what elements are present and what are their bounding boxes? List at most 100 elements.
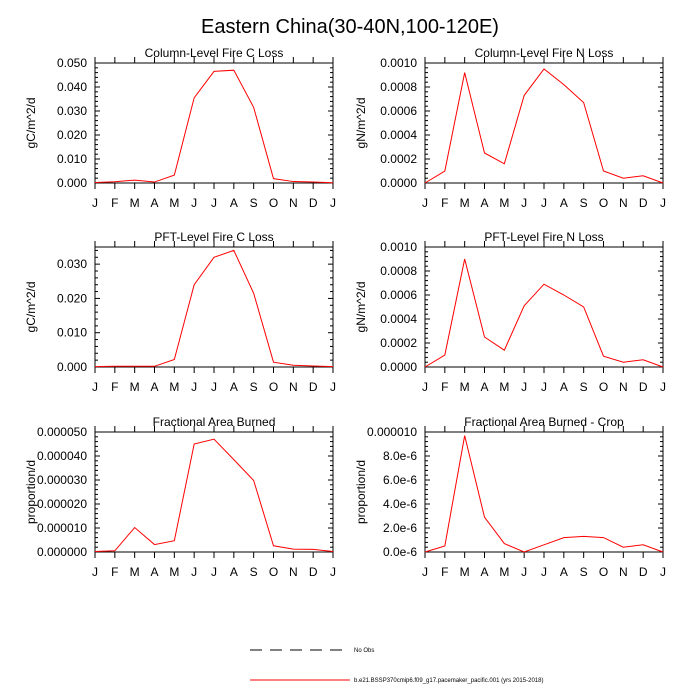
y-tick-label: 0.0010 (380, 56, 417, 70)
x-tick-label: A (150, 565, 158, 579)
x-tick-label: D (639, 565, 648, 579)
x-tick-label: N (619, 196, 628, 210)
chart-panel-1: Column-Level Fire C Loss 0.000 0.010 0.020 0… (24, 46, 336, 210)
chart-panel-2: Column-Level Fire N Loss 0.0000 0.0002 0.00… (354, 46, 666, 210)
x-tick-label: J (541, 196, 547, 210)
x-tick-label: M (499, 565, 509, 579)
y-tick-label: 0.0004 (380, 128, 417, 142)
y-axis-label: gN/m^2/d (354, 282, 368, 333)
x-tick-label: J (330, 196, 336, 210)
series-line (94, 69, 334, 184)
x-tick-label: S (250, 380, 258, 394)
x-tick-label: D (309, 196, 318, 210)
x-tick-label: J (92, 196, 98, 210)
y-tick-label: 0.0000 (380, 360, 417, 374)
y-tick-label: 0.000020 (37, 497, 87, 511)
panels: Column-Level Fire C Loss 0.000 0.010 0.020 0… (24, 46, 666, 579)
x-tick-label: N (619, 565, 628, 579)
plot-frame (424, 246, 664, 368)
y-tick-label: 4.0e-6 (383, 497, 417, 511)
y-tick-label: 0.0006 (380, 104, 417, 118)
x-tick-label: J (191, 196, 197, 210)
chart-panel-6: Fractional Area Burned - Crop 0.0e-6 2.0e-… (354, 415, 666, 579)
plot-frame (424, 62, 664, 184)
series-line (424, 435, 664, 553)
x-tick-label: A (560, 196, 568, 210)
x-tick-label: A (480, 565, 488, 579)
series-line (94, 249, 334, 368)
x-tick-label: N (619, 380, 628, 394)
x-tick-label: J (211, 565, 217, 579)
panel-title: Fractional Area Burned (153, 415, 276, 429)
y-tick-label: 0.020 (57, 128, 87, 142)
y-tick-label: 0.040 (57, 80, 87, 94)
plot-frame (94, 246, 334, 368)
x-tick-label: N (289, 565, 298, 579)
y-tick-label: 0.000010 (367, 425, 417, 439)
chart-panel-4: PFT-Level Fire N Loss 0.0000 0.0002 0.0004 0… (354, 230, 666, 394)
x-tick-label: M (130, 565, 140, 579)
x-tick-label: F (441, 380, 448, 394)
x-tick-label: N (289, 196, 298, 210)
x-tick-label: M (460, 196, 470, 210)
x-tick-label: M (499, 196, 509, 210)
panel-title: Fractional Area Burned - Crop (464, 415, 624, 429)
y-tick-label: 0.0008 (380, 264, 417, 278)
y-tick-label: 0.000 (57, 176, 87, 190)
legend-model-label: b.e21.BSSP370cmip6.f09_g17.pacemaker_pac… (354, 678, 543, 684)
chart-panel-5: Fractional Area Burned 0.000000 0.000010 0.… (24, 415, 336, 579)
x-tick-label: A (230, 196, 238, 210)
panel-title: Column-Level Fire N Loss (475, 46, 614, 60)
x-tick-label: J (211, 196, 217, 210)
panel-title: PFT-Level Fire C Loss (154, 230, 273, 244)
x-tick-label: A (230, 565, 238, 579)
y-axis-label: gN/m^2/d (354, 98, 368, 149)
y-axis-label: gC/m^2/d (24, 282, 38, 333)
y-tick-label: 0.010 (57, 152, 87, 166)
x-tick-label: F (111, 565, 118, 579)
panel-title: PFT-Level Fire N Loss (484, 230, 603, 244)
x-tick-label: D (309, 565, 318, 579)
x-tick-label: F (441, 196, 448, 210)
x-tick-label: A (560, 565, 568, 579)
x-tick-label: A (150, 196, 158, 210)
x-tick-label: S (250, 565, 258, 579)
x-tick-label: O (269, 565, 278, 579)
x-tick-label: A (150, 380, 158, 394)
x-tick-label: M (130, 196, 140, 210)
x-tick-label: J (660, 380, 666, 394)
y-tick-label: 0.020 (57, 291, 87, 305)
y-tick-label: 0.000050 (37, 425, 87, 439)
y-tick-label: 0.0002 (380, 336, 417, 350)
series-line (424, 68, 664, 184)
y-tick-label: 8.0e-6 (383, 449, 417, 463)
y-tick-label: 0.0008 (380, 80, 417, 94)
x-tick-label: S (250, 196, 258, 210)
plot-frame (94, 431, 334, 553)
x-tick-label: S (580, 196, 588, 210)
y-tick-label: 0.0004 (380, 312, 417, 326)
x-tick-label: A (230, 380, 238, 394)
x-tick-label: F (441, 565, 448, 579)
x-tick-label: J (521, 196, 527, 210)
x-tick-label: O (599, 565, 608, 579)
x-tick-label: J (330, 380, 336, 394)
x-tick-label: M (499, 380, 509, 394)
figure-title: Eastern China(30-40N,100-120E) (201, 16, 499, 38)
x-tick-label: J (422, 565, 428, 579)
y-tick-label: 0.000010 (37, 521, 87, 535)
x-tick-label: D (309, 380, 318, 394)
x-tick-label: M (460, 565, 470, 579)
y-axis-label: gC/m^2/d (24, 98, 38, 149)
x-tick-label: A (480, 196, 488, 210)
x-tick-label: O (269, 380, 278, 394)
x-tick-label: J (92, 380, 98, 394)
x-tick-label: D (639, 196, 648, 210)
x-tick-label: M (169, 380, 179, 394)
x-tick-label: J (541, 380, 547, 394)
panel-title: Column-Level Fire C Loss (145, 46, 284, 60)
x-tick-label: S (580, 380, 588, 394)
y-tick-label: 0.0006 (380, 288, 417, 302)
x-tick-label: F (111, 196, 118, 210)
